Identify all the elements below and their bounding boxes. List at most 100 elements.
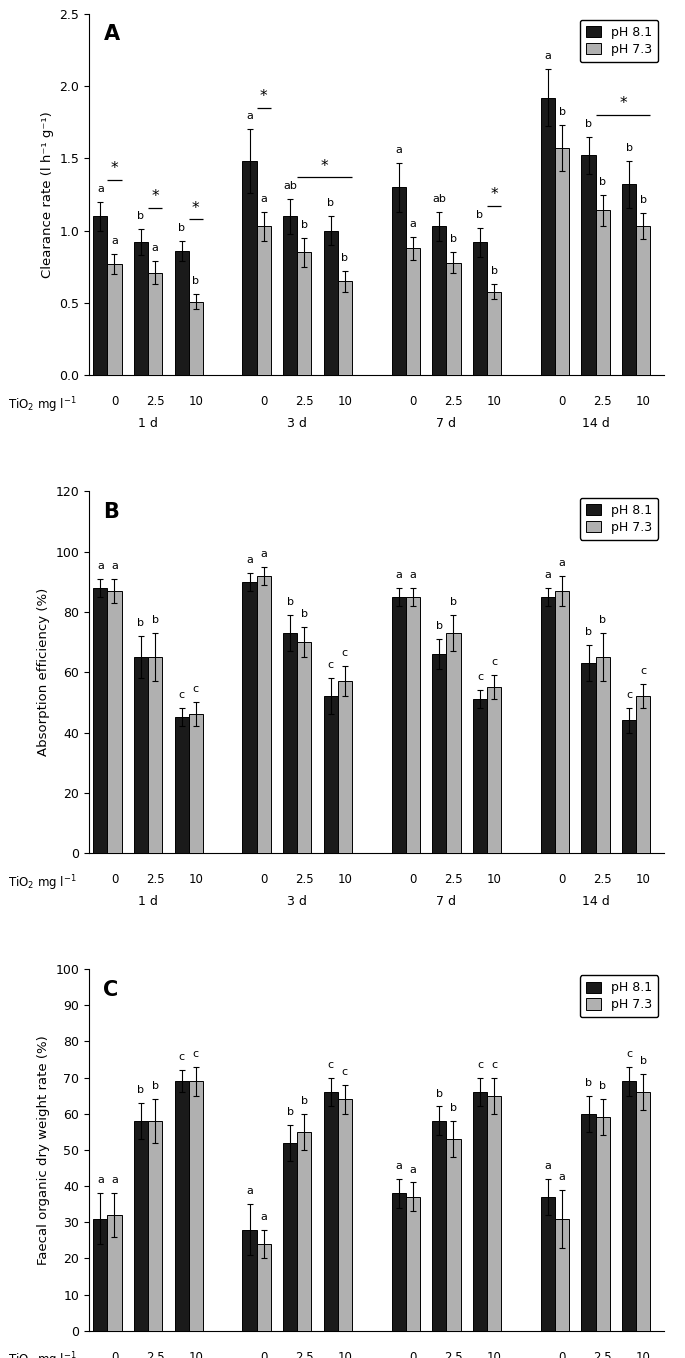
Text: 14 d: 14 d — [582, 895, 610, 907]
Bar — [338, 682, 352, 853]
Bar — [473, 1092, 487, 1331]
Text: *: * — [260, 90, 267, 105]
Text: b: b — [436, 1089, 443, 1099]
Text: a: a — [151, 243, 158, 253]
Text: C: C — [103, 980, 119, 999]
Text: 2.5: 2.5 — [593, 395, 612, 409]
Text: b: b — [585, 627, 592, 637]
Legend: pH 8.1, pH 7.3: pH 8.1, pH 7.3 — [580, 975, 658, 1017]
Bar — [582, 155, 595, 375]
Text: 10: 10 — [188, 1351, 203, 1358]
Bar — [257, 1244, 271, 1331]
Text: 7 d: 7 d — [436, 895, 456, 907]
Text: *: * — [619, 96, 627, 111]
Text: 0: 0 — [111, 395, 118, 409]
Text: 2.5: 2.5 — [444, 395, 463, 409]
Bar — [148, 1120, 162, 1331]
Bar — [432, 227, 447, 375]
Bar — [582, 1114, 595, 1331]
Bar — [622, 1081, 636, 1331]
Bar — [595, 657, 610, 853]
Text: 10: 10 — [338, 1351, 352, 1358]
Text: 2.5: 2.5 — [593, 1351, 612, 1358]
Text: b: b — [585, 118, 592, 129]
Text: b: b — [286, 598, 294, 607]
Text: 0: 0 — [260, 395, 267, 409]
Text: b: b — [301, 1096, 308, 1105]
Text: b: b — [138, 212, 145, 221]
Bar — [297, 1131, 312, 1331]
Bar — [188, 1081, 203, 1331]
Text: 2.5: 2.5 — [146, 395, 164, 409]
Text: 3 d: 3 d — [287, 417, 307, 430]
Bar — [392, 596, 406, 853]
Bar — [338, 1099, 352, 1331]
Bar — [447, 1139, 460, 1331]
Text: 0: 0 — [111, 873, 118, 885]
Bar — [108, 263, 121, 375]
Bar — [283, 633, 297, 853]
Text: c: c — [477, 672, 483, 682]
Text: a: a — [545, 1161, 551, 1171]
Text: b: b — [192, 277, 199, 287]
Bar — [541, 98, 555, 375]
Bar — [555, 591, 569, 853]
Legend: pH 8.1, pH 7.3: pH 8.1, pH 7.3 — [580, 497, 658, 539]
Text: b: b — [341, 254, 349, 263]
Bar — [175, 717, 188, 853]
Text: 10: 10 — [486, 1351, 501, 1358]
Bar — [622, 185, 636, 375]
Text: 0: 0 — [409, 1351, 416, 1358]
Text: b: b — [625, 143, 633, 153]
Text: 10: 10 — [486, 873, 501, 885]
Text: b: b — [327, 198, 334, 208]
Bar — [242, 581, 257, 853]
Text: a: a — [260, 194, 267, 204]
Text: b: b — [477, 210, 484, 220]
Text: a: a — [111, 236, 118, 246]
Text: c: c — [640, 667, 647, 676]
Text: 2.5: 2.5 — [444, 873, 463, 885]
Y-axis label: Absorption efficiency (%): Absorption efficiency (%) — [37, 588, 50, 756]
Bar — [622, 721, 636, 853]
Text: a: a — [395, 570, 402, 580]
Bar — [148, 657, 162, 853]
Bar — [108, 591, 121, 853]
Text: a: a — [410, 1165, 416, 1175]
Text: 2.5: 2.5 — [295, 395, 314, 409]
Text: b: b — [301, 220, 308, 230]
Text: c: c — [179, 1052, 185, 1062]
Bar — [257, 227, 271, 375]
Text: c: c — [491, 1059, 497, 1070]
Bar — [175, 251, 188, 375]
Bar — [595, 1118, 610, 1331]
Bar — [242, 1229, 257, 1331]
Text: A: A — [103, 24, 120, 45]
Text: a: a — [558, 1172, 566, 1181]
Text: ab: ab — [283, 181, 297, 191]
Text: b: b — [138, 618, 145, 627]
Bar — [406, 249, 420, 375]
Text: 2.5: 2.5 — [146, 873, 164, 885]
Y-axis label: Clearance rate (l h⁻¹ g⁻¹): Clearance rate (l h⁻¹ g⁻¹) — [41, 111, 53, 278]
Text: TiO$_2$ mg l$^{-1}$: TiO$_2$ mg l$^{-1}$ — [8, 873, 76, 892]
Text: b: b — [436, 621, 443, 631]
Text: 10: 10 — [486, 395, 501, 409]
Text: 0: 0 — [260, 1351, 267, 1358]
Text: *: * — [111, 162, 119, 177]
Text: b: b — [151, 615, 159, 625]
Bar — [406, 1196, 420, 1331]
Y-axis label: Faecal organic dry weight rate (%): Faecal organic dry weight rate (%) — [37, 1035, 50, 1264]
Text: c: c — [192, 1048, 199, 1059]
Text: 3 d: 3 d — [287, 895, 307, 907]
Text: b: b — [640, 1057, 647, 1066]
Text: a: a — [97, 561, 104, 570]
Text: *: * — [151, 189, 159, 204]
Text: a: a — [246, 1187, 253, 1196]
Text: *: * — [490, 187, 498, 202]
Text: b: b — [599, 615, 606, 625]
Text: c: c — [179, 690, 185, 701]
Bar — [283, 216, 297, 375]
Text: 7 d: 7 d — [436, 417, 456, 430]
Bar — [134, 1120, 148, 1331]
